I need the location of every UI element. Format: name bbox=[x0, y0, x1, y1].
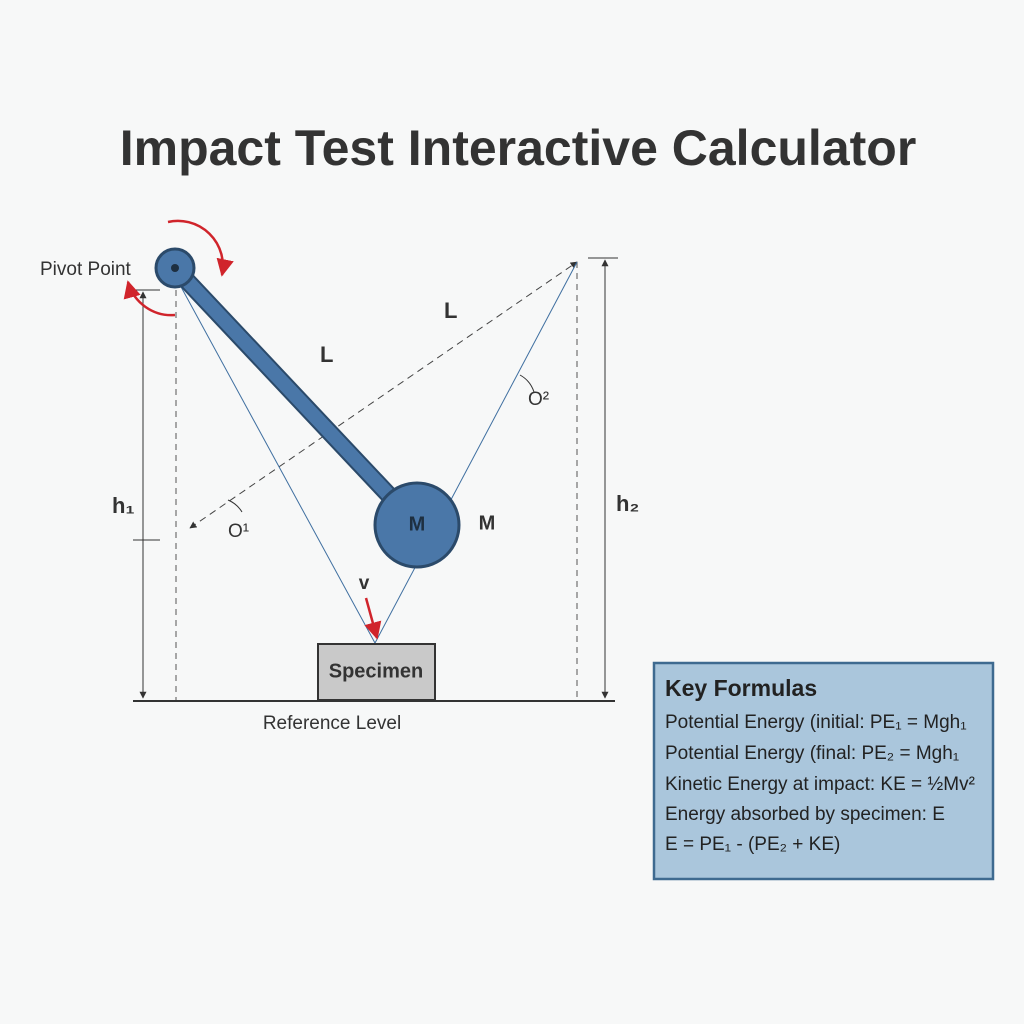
formula-heading: Key Formulas bbox=[665, 675, 817, 701]
dashed-swing bbox=[189, 261, 578, 529]
diagram: Pivot Point L L O¹ O² h₁ h₂ M M v Specim… bbox=[40, 219, 639, 734]
length-label: L bbox=[320, 342, 333, 367]
specimen bbox=[317, 643, 436, 701]
formula-line: Potential Energy (initial: PE₁ = Mgh₁ bbox=[665, 712, 967, 733]
length-label: L bbox=[444, 298, 457, 323]
formula-box: Key Formulas Potential Energy (initial: … bbox=[652, 661, 995, 881]
reference-label: Reference Level bbox=[263, 713, 401, 734]
angle-label: O² bbox=[528, 389, 549, 410]
angle-arc bbox=[519, 374, 535, 393]
specimen-label: Specimen bbox=[329, 660, 423, 682]
formula-line: E = PE₁ - (PE₂ + KE) bbox=[665, 834, 840, 855]
title: Impact Test Interactive Calculator bbox=[120, 120, 917, 176]
formula-line: Energy absorbed by specimen: E bbox=[665, 804, 945, 825]
velocity-arrow bbox=[364, 597, 382, 640]
angle-label: O¹ bbox=[228, 521, 249, 542]
formula-line: Potential Energy (final: PE₂ = Mgh₁ bbox=[665, 743, 959, 764]
pivot-label: Pivot Point bbox=[40, 259, 132, 280]
formula-line: Kinetic Energy at impact: KE = ½Mv² bbox=[665, 774, 975, 795]
velocity-label: v bbox=[359, 573, 370, 594]
pivot-center bbox=[171, 264, 179, 272]
mass-label: M bbox=[479, 512, 496, 534]
mass-ball bbox=[373, 481, 461, 569]
rotation-arrow bbox=[167, 219, 234, 277]
height-label: h₁ bbox=[112, 493, 135, 518]
rod bbox=[168, 261, 424, 532]
angle-arc bbox=[227, 499, 243, 513]
rotation-arrow bbox=[123, 280, 176, 317]
mass-label: M bbox=[409, 513, 426, 535]
path-line bbox=[179, 284, 376, 644]
path-line bbox=[374, 261, 578, 644]
formula-panel bbox=[652, 661, 995, 881]
height-label: h₂ bbox=[616, 491, 639, 516]
